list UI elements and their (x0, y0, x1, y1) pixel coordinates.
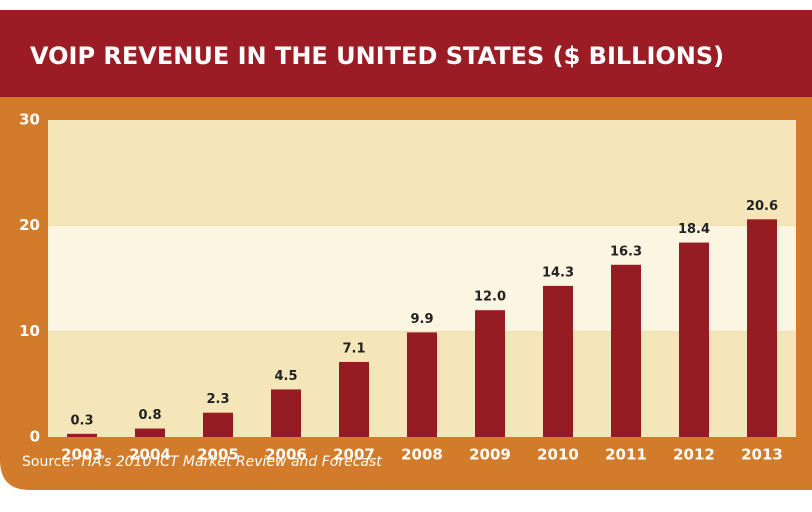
plot-area: 0 10 20 30 2003 0.3 2004 0.8 2005 2.3 2006 4.5 2007 7… (19, 111, 796, 464)
y-tick-label: 30 (19, 111, 40, 129)
source-label: Source: (22, 454, 75, 470)
value-label: 4.5 (274, 369, 297, 384)
bar (203, 412, 233, 437)
x-tick-label: 2008 (401, 446, 443, 464)
value-label: 0.8 (138, 408, 161, 423)
x-tick-label: 2007 (333, 446, 375, 464)
bar (475, 310, 505, 437)
value-label: 12.0 (474, 290, 506, 305)
value-label: 20.6 (746, 199, 778, 214)
value-label: 14.3 (542, 265, 574, 280)
source: Source: TIA’s 2010 ICT Market Review and… (22, 454, 382, 470)
value-label: 0.3 (70, 413, 93, 428)
bar (339, 361, 369, 437)
bar (271, 389, 301, 437)
source-text: TIA’s 2010 ICT Market Review and Forecas… (79, 454, 382, 470)
value-label: 18.4 (678, 222, 710, 237)
title-bar (0, 10, 812, 97)
grid-band (48, 225, 796, 332)
value-label: 16.3 (610, 244, 642, 259)
x-tick-label: 2013 (741, 446, 783, 464)
x-tick-label: 2011 (605, 446, 647, 464)
grid-band (48, 120, 796, 226)
bar (679, 242, 709, 437)
value-label: 7.1 (342, 341, 365, 356)
y-tick-label: 20 (19, 216, 40, 234)
value-label: 2.3 (206, 392, 229, 407)
bar (135, 428, 165, 437)
x-tick-label: 2010 (537, 446, 579, 464)
x-tick-label: 2006 (265, 446, 307, 464)
x-tick-label: 2004 (129, 446, 171, 464)
chart-title: VOIP REVENUE IN THE UNITED STATES ($ BIL… (30, 42, 724, 70)
value-label: 9.9 (410, 312, 433, 327)
x-tick-label: 2005 (197, 446, 239, 464)
x-tick-label: 2009 (469, 446, 511, 464)
y-tick-label: 0 (30, 428, 40, 446)
bar (543, 285, 573, 437)
bar (747, 219, 777, 437)
bar (67, 433, 97, 437)
bar (611, 264, 641, 437)
bar (407, 332, 437, 437)
x-tick-label: 2003 (61, 446, 103, 464)
y-tick-label: 10 (19, 322, 40, 340)
x-tick-label: 2012 (673, 446, 715, 464)
